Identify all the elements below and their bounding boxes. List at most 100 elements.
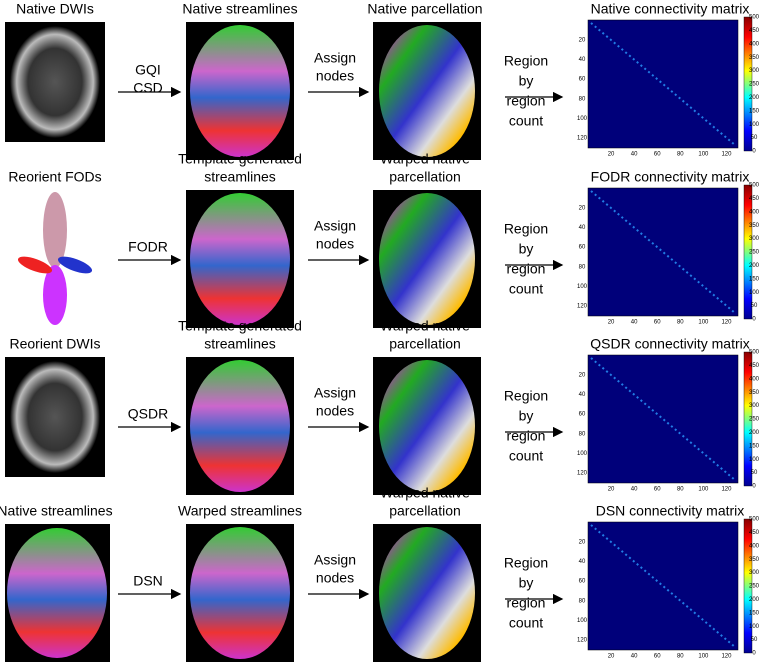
input-image-brain: [10, 361, 100, 473]
count-label: Region: [504, 388, 548, 404]
colorbar-tick: 200: [749, 95, 760, 101]
streamline-label: Template generated: [178, 318, 302, 334]
fod-lobe: [43, 265, 67, 325]
input-label: Reorient DWIs: [9, 336, 100, 352]
colorbar-tick: 350: [749, 557, 760, 563]
parcellation-label: parcellation: [389, 503, 461, 519]
parcellation-brain: [379, 360, 475, 492]
colorbar-tick: 50: [751, 303, 758, 309]
input-image-brain: [10, 26, 100, 138]
matrix-column-tick: 80: [677, 487, 684, 493]
parcellation-label: Warped native: [380, 318, 470, 334]
fod-glyph: [17, 192, 93, 325]
colorbar-tick: 0: [752, 484, 756, 490]
colorbar-tick: 300: [749, 68, 760, 74]
colorbar-tick: 400: [749, 543, 760, 549]
colorbar-tick: 0: [752, 149, 756, 155]
colorbar-tick: 500: [749, 350, 760, 356]
count-label: Region: [504, 221, 548, 237]
matrix-row-tick: 60: [579, 579, 586, 585]
streamline-brain: [190, 193, 290, 325]
matrix-title: DSN connectivity matrix: [596, 503, 745, 519]
count-label: count: [509, 113, 543, 129]
colorbar: [743, 518, 753, 654]
matrix-column-tick: 80: [677, 152, 684, 158]
parcellation-label: parcellation: [389, 336, 461, 352]
streamline-brain: [190, 360, 290, 492]
colorbar: [743, 351, 753, 487]
assign-label: nodes: [316, 570, 354, 586]
matrix-row-tick: 60: [579, 245, 586, 251]
matrix-diagonal: [590, 190, 736, 314]
colorbar-tick: 400: [749, 41, 760, 47]
streamline-brain: [190, 25, 290, 157]
input-label: Reorient FODs: [8, 169, 101, 185]
matrix-row-tick: 120: [577, 471, 588, 477]
matrix-column-tick: 40: [631, 320, 638, 326]
method-label: FODR: [128, 239, 168, 255]
matrix-row-tick: 100: [577, 284, 588, 290]
assign-label: Assign: [314, 50, 356, 66]
colorbar-tick: 500: [749, 517, 760, 523]
matrix-column-tick: 20: [608, 320, 615, 326]
matrix-row-tick: 80: [579, 264, 586, 270]
fod-lobe: [57, 256, 93, 274]
matrix-row-tick: 40: [579, 225, 586, 231]
matrix-row-tick: 120: [577, 304, 588, 310]
matrix-row-tick: 40: [579, 57, 586, 63]
count-label: region: [507, 595, 546, 611]
matrix-column-tick: 20: [608, 152, 615, 158]
matrix-diagonal: [590, 524, 736, 648]
matrix-column-tick: 60: [654, 320, 661, 326]
matrix-column-tick: 60: [654, 654, 661, 660]
matrix-column-tick: 100: [698, 487, 709, 493]
matrix-column-tick: 100: [698, 654, 709, 660]
parcellation-label: parcellation: [389, 169, 461, 185]
matrix-column-tick: 40: [631, 654, 638, 660]
colorbar-tick: 400: [749, 376, 760, 382]
method-label: GQI: [135, 62, 161, 78]
input-image-brain: [7, 528, 107, 658]
assign-label: Assign: [314, 218, 356, 234]
parcellation-brain: [379, 193, 475, 325]
colorbar-tick: 50: [751, 135, 758, 141]
assign-label: nodes: [316, 236, 354, 252]
parcellation-brain: [379, 527, 475, 659]
matrix-column-tick: 80: [677, 320, 684, 326]
matrix-column-tick: 80: [677, 654, 684, 660]
parcellation-label: Warped native: [380, 151, 470, 167]
matrix-row-tick: 80: [579, 598, 586, 604]
colorbar-tick: 250: [749, 82, 760, 88]
colorbar-tick: 100: [749, 457, 760, 463]
matrix-row-tick: 120: [577, 638, 588, 644]
colorbar-tick: 250: [749, 250, 760, 256]
matrix-column-tick: 20: [608, 487, 615, 493]
matrix-column-tick: 60: [654, 487, 661, 493]
colorbar-tick: 500: [749, 183, 760, 189]
method-label: DSN: [133, 573, 163, 589]
parcellation-brain: [379, 25, 475, 157]
matrix-title: FODR connectivity matrix: [591, 169, 750, 185]
colorbar-tick: 450: [749, 530, 760, 536]
count-label: region: [507, 428, 546, 444]
colorbar-tick: 250: [749, 417, 760, 423]
colorbar-tick: 150: [749, 276, 760, 282]
assign-label: Assign: [314, 552, 356, 568]
colorbar-tick: 350: [749, 390, 760, 396]
assign-label: Assign: [314, 385, 356, 401]
colorbar-tick: 50: [751, 470, 758, 476]
matrix-column-tick: 40: [631, 152, 638, 158]
count-label: region: [507, 93, 546, 109]
matrix-row-tick: 20: [579, 205, 586, 211]
colorbar-tick: 200: [749, 263, 760, 269]
colorbar: [743, 184, 753, 320]
colorbar-tick: 400: [749, 209, 760, 215]
matrix-title: Native connectivity matrix: [591, 1, 750, 17]
matrix-row-tick: 100: [577, 451, 588, 457]
matrix-column-tick: 120: [721, 654, 732, 660]
matrix-diagonal: [590, 22, 736, 146]
colorbar-tick: 150: [749, 108, 760, 114]
method-label: CSD: [133, 80, 163, 96]
matrix-row-tick: 40: [579, 559, 586, 565]
matrix-row-tick: 60: [579, 77, 586, 83]
